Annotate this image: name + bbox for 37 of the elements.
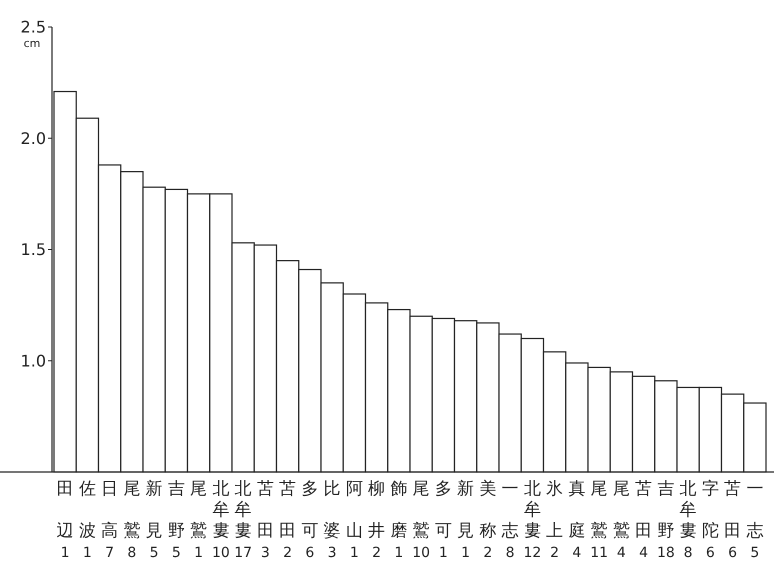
category-label: 日高7 xyxy=(101,479,118,561)
category-label: 比婆3 xyxy=(324,479,341,561)
category-label: 苫田6 xyxy=(724,479,742,561)
category-label: 多可1 xyxy=(434,479,452,561)
category-label: 字陀6 xyxy=(702,479,719,561)
category-label: 尾鷲10 xyxy=(412,479,430,561)
category-label: 飾磨1 xyxy=(390,479,408,561)
category-label: 田辺1 xyxy=(56,479,74,561)
y-tick-label: 2.0 xyxy=(20,128,46,148)
y-tick-label: 1.0 xyxy=(20,351,46,370)
category-label: 真庭4 xyxy=(568,479,586,561)
category-label: 新見5 xyxy=(146,479,163,561)
x-tick-label: 北牟婁17 xyxy=(234,479,252,561)
x-tick-label: 北牟婁10 xyxy=(212,479,230,561)
category-label: 美称2 xyxy=(479,479,496,561)
category-label: 苫田2 xyxy=(279,479,296,561)
y-axis-title: cm xyxy=(24,37,40,50)
category-label: 一志8 xyxy=(502,479,519,561)
category-label: 尾鷲4 xyxy=(612,479,630,561)
y-tick-label: 1.5 xyxy=(20,240,46,260)
category-label: 吉野5 xyxy=(168,479,185,561)
x-tick-label: 北牟婁12 xyxy=(523,479,542,561)
category-label: 新見1 xyxy=(457,479,474,561)
category-label: 阿山1 xyxy=(346,479,363,561)
category-label: 氷上2 xyxy=(546,479,564,561)
x-tick-label: 北牟婁8 xyxy=(680,479,697,561)
category-label: 吉野18 xyxy=(656,479,675,561)
category-label: 苫田3 xyxy=(256,479,274,561)
category-label: 多可6 xyxy=(301,479,318,561)
category-label: 尾鷲8 xyxy=(123,479,140,561)
category-label: 苫田4 xyxy=(635,479,652,561)
category-label: 佐波1 xyxy=(78,479,96,561)
y-tick-label: 2.5 xyxy=(20,18,46,37)
category-label: 柳井2 xyxy=(368,479,386,561)
category-label: 一志5 xyxy=(746,479,764,561)
category-label: 尾鷲1 xyxy=(190,479,208,561)
category-label: 尾鷲11 xyxy=(590,479,608,561)
